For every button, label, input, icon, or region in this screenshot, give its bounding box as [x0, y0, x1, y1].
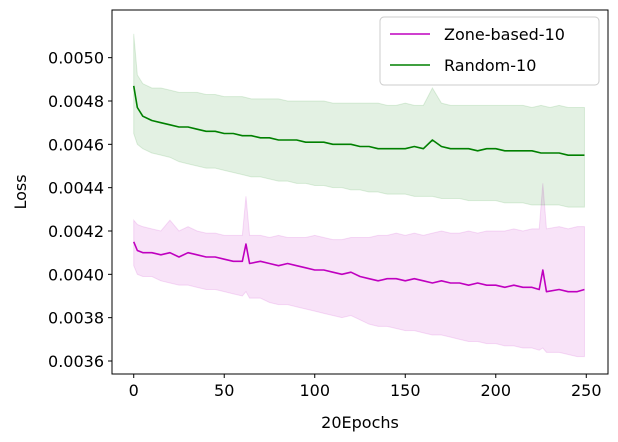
y-tick-label: 0.0048 [48, 92, 104, 111]
legend-box [379, 16, 600, 86]
plot-frame [111, 9, 609, 375]
legend: Zone-based-10 Random-10 [379, 16, 600, 86]
legend-label-zone-based-10: Zone-based-10 [444, 25, 565, 44]
x-tick-label: 200 [480, 381, 511, 400]
y-axis: 0.0036 0.0038 0.0040 0.0042 0.0044 0.0046 0.00… [48, 49, 112, 371]
y-tick-label: 0.0044 [48, 179, 104, 198]
x-tick-label: 150 [390, 381, 421, 400]
y-tick-label: 0.0050 [48, 49, 104, 68]
y-axis-label: Loss [11, 174, 30, 209]
y-tick-label: 0.0046 [48, 135, 104, 154]
bands-layer [133, 33, 585, 358]
x-tick-label: 100 [299, 381, 330, 400]
zone-based-10-band [133, 183, 585, 358]
y-tick-label: 0.0042 [48, 222, 104, 241]
x-tick-label: 0 [129, 381, 139, 400]
legend-label-random-10: Random-10 [444, 56, 536, 75]
y-tick-label: 0.0038 [48, 309, 104, 328]
x-tick-label: 50 [214, 381, 234, 400]
x-axis-label: 20Epochs [321, 413, 399, 432]
y-tick-label: 0.0040 [48, 265, 104, 284]
lines-layer [132, 85, 585, 293]
x-tick-label: 250 [571, 381, 602, 400]
y-tick-label: 0.0036 [48, 352, 104, 371]
x-axis: 0 50 100 150 200 250 [129, 374, 602, 400]
zone-based-10-line [132, 241, 585, 293]
random-10-line [132, 85, 585, 156]
random-10-band [133, 33, 585, 208]
